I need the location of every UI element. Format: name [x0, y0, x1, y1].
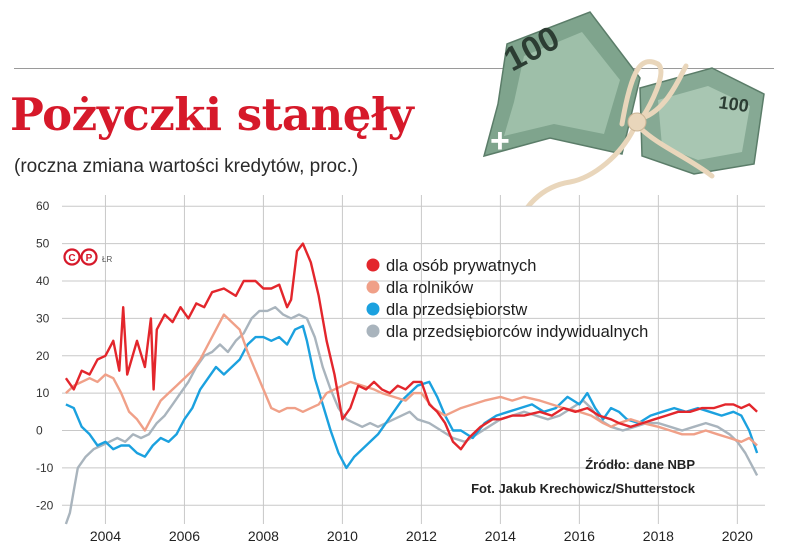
x-tick-label: 2016 [564, 528, 595, 544]
series-line [64, 306, 759, 525]
banknote-illustration: 100 100 + [482, 11, 765, 206]
y-tick-label: 60 [36, 199, 50, 213]
photo-credit: Fot. Jakub Krechowicz/Shutterstock [471, 481, 696, 496]
x-tick-label: 2006 [169, 528, 200, 544]
legend-label: dla przedsiębiorstw [386, 301, 527, 319]
x-tick-label: 2004 [90, 528, 121, 544]
string-icon [525, 59, 715, 206]
x-tick-label: 2010 [327, 528, 358, 544]
y-tick-label: 40 [36, 274, 50, 288]
header-rule [14, 68, 774, 69]
logo-letter-p: P [86, 253, 93, 264]
legend-label: dla osób prywatnych [386, 257, 536, 275]
legend-swatch [366, 280, 380, 294]
x-tick-label: 2018 [643, 528, 674, 544]
logo-initials: ŁR [102, 255, 112, 264]
chart-grid [62, 195, 765, 524]
x-tick-label: 2008 [248, 528, 279, 544]
legend-label: dla przedsiębiorców indywidualnych [386, 323, 648, 341]
y-tick-label: 30 [36, 311, 50, 325]
legend-swatch [366, 258, 380, 272]
series-line [65, 324, 759, 470]
banknote-label-right: 100 [717, 92, 750, 116]
svg-text:+: + [490, 122, 510, 160]
series-lines [64, 242, 759, 525]
legend-swatch [366, 302, 380, 316]
x-tick-label: 2012 [406, 528, 437, 544]
chart-legend: dla osób prywatnych dla rolników dla przed… [366, 257, 648, 341]
legend-label: dla rolników [386, 279, 473, 297]
y-tick-label: -10 [36, 461, 54, 475]
chart-subtitle: (roczna zmiana wartości kredytów, proc.) [14, 156, 359, 177]
x-tick-label: 2014 [485, 528, 516, 544]
chart-title: Pożyczki stanęły [10, 88, 414, 141]
y-axis: -20 -10 0 10 20 30 40 50 60 [36, 199, 54, 512]
y-tick-label: -20 [36, 498, 54, 512]
logo-letter-c: C [68, 253, 75, 264]
x-axis: 2004 2006 2008 2010 2012 2014 2016 2018 2020 [90, 528, 753, 544]
cp-logo: C P ŁR [63, 248, 112, 266]
x-tick-label: 2020 [722, 528, 753, 544]
y-tick-label: 10 [36, 386, 50, 400]
y-tick-label: 0 [36, 424, 43, 438]
legend-swatch [366, 324, 380, 338]
y-tick-label: 50 [36, 237, 50, 251]
y-tick-label: 20 [36, 349, 50, 363]
series-line [64, 242, 758, 451]
source-note: Źródło: dane NBP [585, 457, 695, 472]
